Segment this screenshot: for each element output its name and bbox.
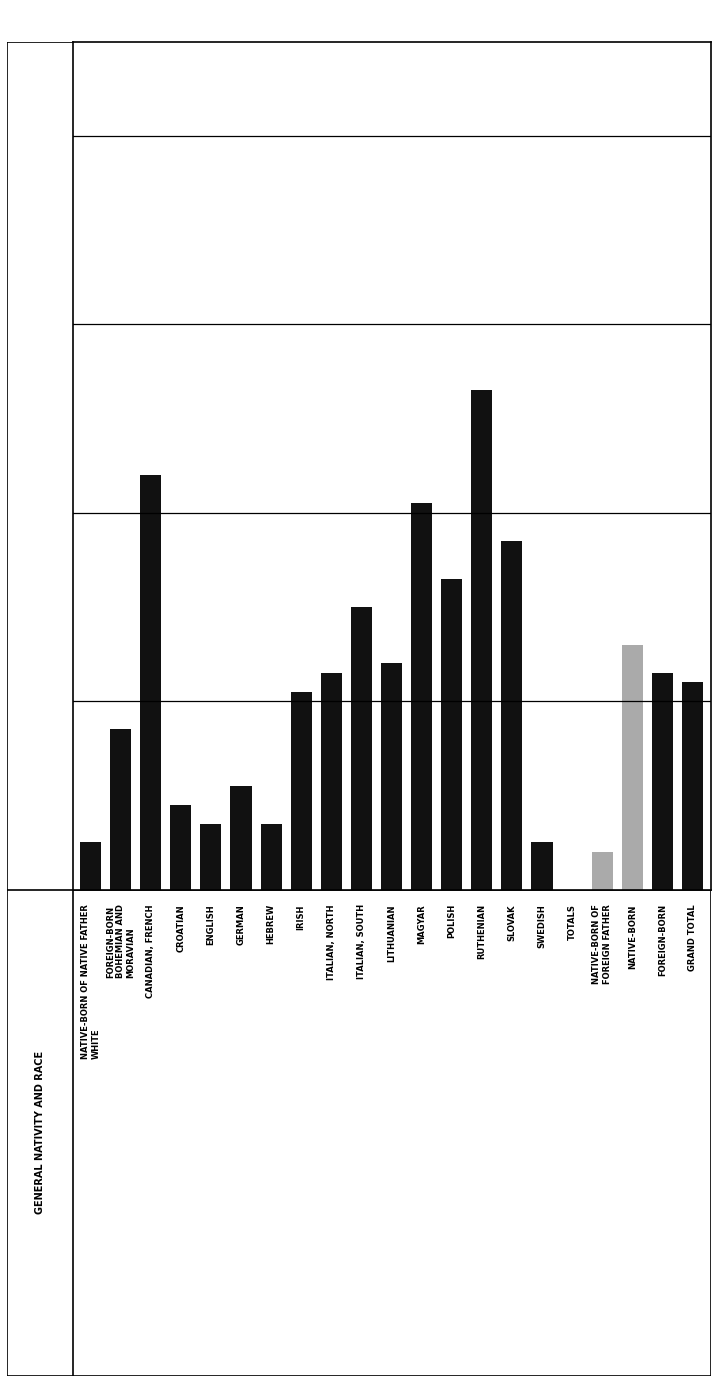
Text: ENGLISH: ENGLISH: [207, 905, 215, 945]
Bar: [351, 607, 372, 890]
Text: ITALIAN, NORTH: ITALIAN, NORTH: [327, 905, 336, 980]
Bar: [471, 391, 492, 890]
Text: NATIVE-BORN OF NATIVE FATHER
WHITE: NATIVE-BORN OF NATIVE FATHER WHITE: [81, 905, 100, 1059]
Text: POLISH: POLISH: [447, 905, 456, 938]
Text: SLOVAK: SLOVAK: [507, 905, 516, 941]
Text: IRISH: IRISH: [297, 905, 306, 930]
Text: FOREIGN-BORN
BOHEMIAN AND
MORAVIAN: FOREIGN-BORN BOHEMIAN AND MORAVIAN: [106, 905, 136, 979]
Text: LITHUANIAN: LITHUANIAN: [387, 905, 396, 962]
Bar: [260, 824, 281, 890]
Bar: [652, 673, 673, 890]
Bar: [291, 692, 312, 890]
Text: FOREIGN-BORN: FOREIGN-BORN: [658, 905, 667, 976]
Text: MAGYAR: MAGYAR: [417, 905, 426, 944]
Bar: [531, 842, 552, 890]
Text: HEBREW: HEBREW: [267, 905, 276, 944]
Text: GENERAL NATIVITY AND RACE: GENERAL NATIVITY AND RACE: [35, 1051, 45, 1215]
Bar: [200, 824, 221, 890]
Text: SWEDISH: SWEDISH: [537, 905, 547, 948]
Text: ITALIAN, SOUTH: ITALIAN, SOUTH: [357, 905, 366, 980]
Bar: [72, 890, 710, 1376]
Bar: [592, 852, 613, 890]
Text: CROATIAN: CROATIAN: [176, 905, 186, 952]
Text: NATIVE-BORN: NATIVE-BORN: [628, 905, 637, 969]
Text: CANADIAN, FRENCH: CANADIAN, FRENCH: [146, 905, 155, 998]
Bar: [502, 541, 523, 890]
Bar: [411, 503, 432, 890]
Text: TOTALS: TOTALS: [568, 905, 576, 940]
Bar: [231, 785, 252, 890]
Bar: [80, 842, 101, 890]
Bar: [622, 645, 643, 890]
Bar: [140, 475, 161, 890]
Bar: [110, 730, 131, 890]
Bar: [320, 673, 342, 890]
Text: GRAND TOTAL: GRAND TOTAL: [688, 905, 697, 970]
Text: RUTHENIAN: RUTHENIAN: [477, 905, 486, 959]
Bar: [381, 663, 402, 890]
Bar: [441, 578, 463, 890]
Text: GERMAN: GERMAN: [236, 905, 246, 945]
Text: NATIVE-BORN OF
FOREIGN FATHER: NATIVE-BORN OF FOREIGN FATHER: [592, 905, 612, 984]
Bar: [682, 682, 703, 890]
Bar: [170, 805, 191, 890]
